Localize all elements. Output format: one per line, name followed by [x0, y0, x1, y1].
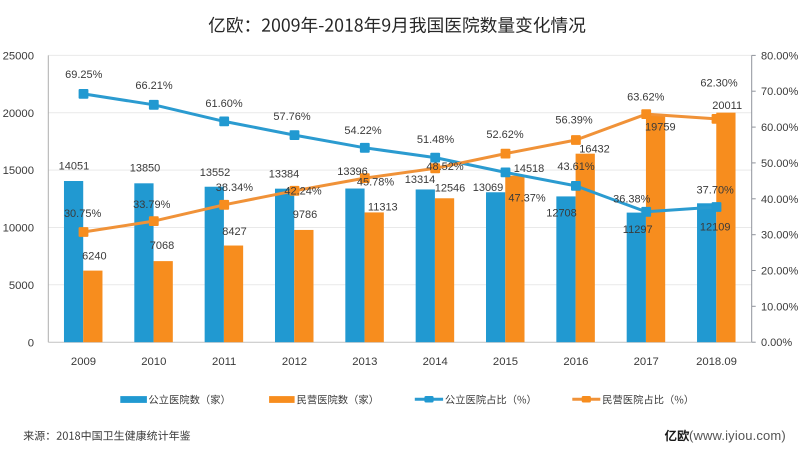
svg-text:13314: 13314	[405, 174, 436, 186]
svg-text:13069: 13069	[473, 182, 504, 194]
svg-text:48.52%: 48.52%	[426, 161, 464, 173]
svg-text:14051: 14051	[59, 161, 90, 173]
svg-text:2013: 2013	[352, 356, 377, 368]
svg-text:12708: 12708	[546, 208, 577, 220]
svg-text:61.60%: 61.60%	[205, 98, 243, 110]
svg-text:2011: 2011	[212, 356, 236, 368]
svg-text:0: 0	[28, 337, 34, 349]
svg-text:13396: 13396	[337, 166, 368, 178]
svg-text:2015: 2015	[493, 356, 518, 368]
svg-text:12109: 12109	[700, 222, 731, 234]
svg-text:5000: 5000	[9, 280, 34, 292]
svg-text:2017: 2017	[634, 356, 659, 368]
svg-text:56.39%: 56.39%	[555, 115, 593, 127]
svg-text:20011: 20011	[712, 100, 742, 112]
svg-text:36.38%: 36.38%	[613, 194, 651, 206]
svg-text:33.79%: 33.79%	[133, 199, 171, 211]
svg-text:9786: 9786	[293, 209, 317, 221]
svg-text:37.70%: 37.70%	[697, 184, 735, 196]
svg-text:10.00%: 10.00%	[761, 301, 799, 313]
svg-text:47.37%: 47.37%	[508, 193, 546, 205]
svg-text:54.22%: 54.22%	[344, 125, 382, 137]
svg-text:7068: 7068	[150, 240, 174, 252]
svg-text:10000: 10000	[3, 223, 34, 235]
svg-text:42.24%: 42.24%	[284, 186, 322, 198]
svg-text:20000: 20000	[3, 108, 34, 120]
svg-text:60.00%: 60.00%	[761, 122, 799, 134]
svg-text:50.00%: 50.00%	[761, 158, 799, 170]
svg-text:14518: 14518	[514, 163, 545, 175]
svg-text:43.61%: 43.61%	[557, 161, 595, 173]
svg-text:57.76%: 57.76%	[273, 111, 311, 123]
svg-text:51.48%: 51.48%	[417, 134, 455, 146]
svg-text:45.78%: 45.78%	[357, 176, 395, 188]
svg-text:13850: 13850	[130, 163, 161, 175]
svg-text:30.00%: 30.00%	[761, 230, 799, 242]
svg-text:2009: 2009	[71, 356, 96, 368]
svg-text:2010: 2010	[141, 356, 166, 368]
svg-text:66.21%: 66.21%	[135, 80, 173, 92]
svg-text:(www.iyiou.com): (www.iyiou.com)	[689, 428, 786, 443]
svg-text:0.00%: 0.00%	[761, 337, 792, 349]
svg-text:70.00%: 70.00%	[761, 86, 799, 98]
svg-text:30.75%: 30.75%	[64, 208, 102, 220]
svg-text:12546: 12546	[435, 183, 466, 195]
svg-text:62.30%: 62.30%	[700, 77, 738, 89]
svg-text:20.00%: 20.00%	[761, 266, 799, 278]
svg-text:63.62%: 63.62%	[627, 92, 665, 104]
svg-text:13552: 13552	[200, 167, 231, 179]
svg-text:38.34%: 38.34%	[216, 182, 254, 194]
svg-text:19759: 19759	[645, 122, 676, 134]
svg-text:80.00%: 80.00%	[761, 50, 799, 62]
svg-text:15000: 15000	[3, 165, 34, 177]
svg-text:2014: 2014	[423, 356, 448, 368]
svg-text:40.00%: 40.00%	[761, 194, 799, 206]
svg-text:2018.09: 2018.09	[696, 356, 737, 368]
svg-text:25000: 25000	[3, 51, 34, 63]
svg-text:2016: 2016	[563, 356, 588, 368]
svg-text:52.62%: 52.62%	[486, 129, 524, 141]
svg-text:69.25%: 69.25%	[65, 69, 103, 81]
svg-text:6240: 6240	[82, 251, 106, 263]
svg-text:2012: 2012	[282, 356, 307, 368]
svg-text:16432: 16432	[579, 144, 610, 156]
svg-text:11313: 11313	[368, 202, 398, 214]
svg-text:8427: 8427	[222, 226, 246, 238]
svg-text:13384: 13384	[269, 169, 300, 181]
svg-text:11297: 11297	[623, 224, 653, 236]
